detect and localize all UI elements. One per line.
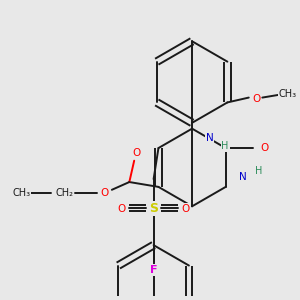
Text: O: O xyxy=(182,204,190,214)
Text: S: S xyxy=(149,202,158,215)
Text: O: O xyxy=(100,188,108,198)
Text: O: O xyxy=(260,143,269,153)
Text: F: F xyxy=(150,266,157,275)
Text: O: O xyxy=(132,148,140,158)
Text: H: H xyxy=(221,141,229,151)
Text: CH₂: CH₂ xyxy=(55,188,73,198)
Text: H: H xyxy=(255,167,262,176)
Text: CH₃: CH₃ xyxy=(13,188,31,198)
Text: CH₃: CH₃ xyxy=(278,89,297,99)
Text: O: O xyxy=(117,204,126,214)
Text: N: N xyxy=(206,134,213,143)
Text: O: O xyxy=(252,94,261,103)
Text: N: N xyxy=(239,172,247,182)
